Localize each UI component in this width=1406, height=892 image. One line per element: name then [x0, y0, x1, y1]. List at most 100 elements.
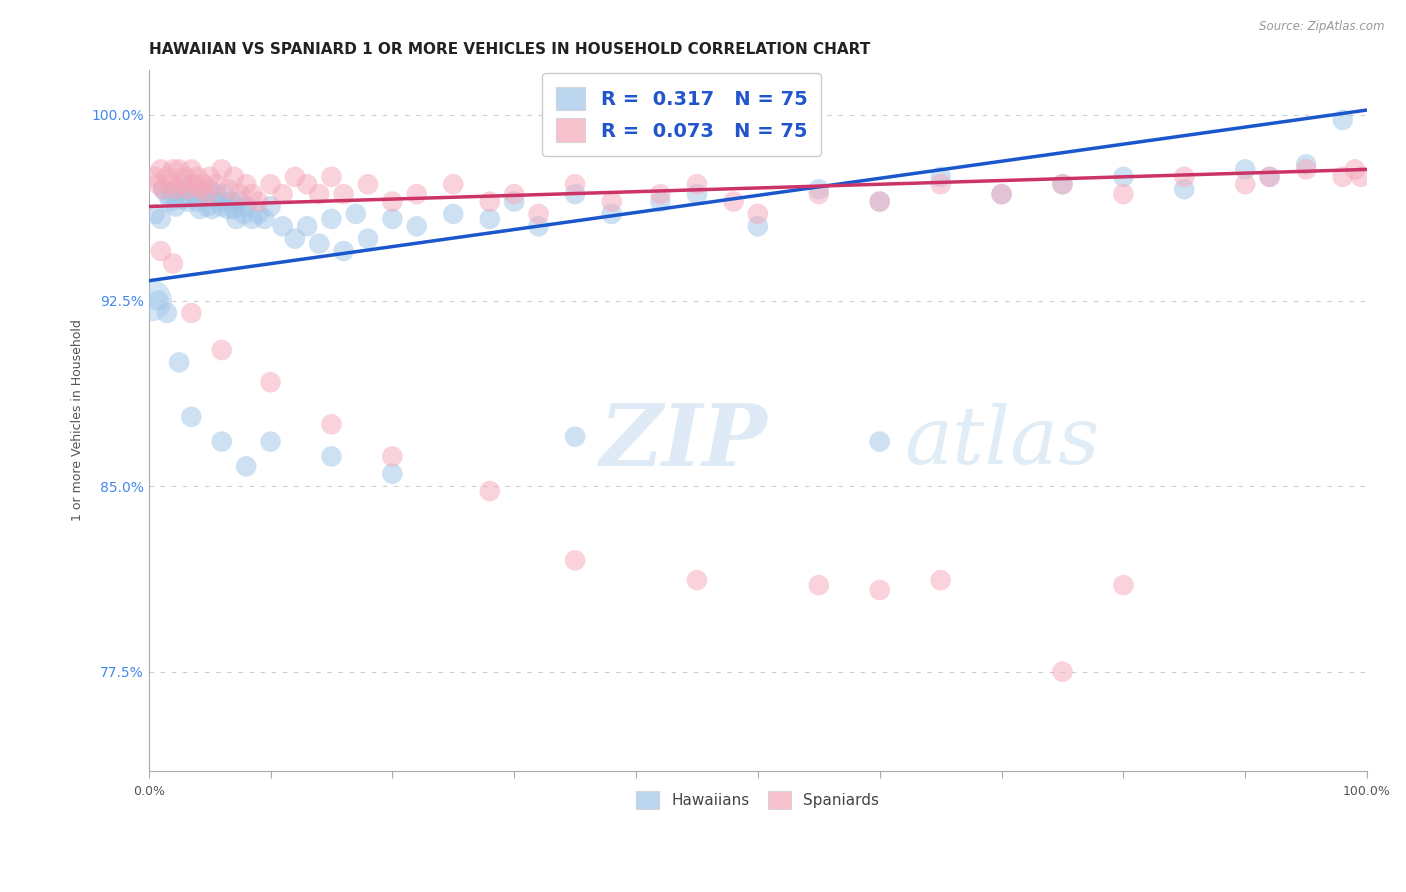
Point [527, 207, 550, 221]
Point [600, 194, 623, 209]
Point [156, 187, 179, 202]
Point [650, 187, 672, 202]
Point [284, 169, 307, 184]
Point [176, 194, 198, 209]
Point [159, 194, 181, 209]
Point [381, 450, 404, 464]
Point [204, 178, 226, 192]
Point [180, 306, 202, 320]
Point [564, 187, 586, 202]
Point [1295, 162, 1317, 177]
Point [211, 200, 233, 214]
Point [295, 178, 318, 192]
Point [686, 187, 709, 202]
Point [564, 430, 586, 444]
Point [478, 194, 501, 209]
Point [441, 178, 464, 192]
Point [405, 219, 427, 234]
Point [188, 202, 211, 216]
Point [159, 178, 181, 192]
Point [188, 182, 211, 196]
Point [478, 484, 501, 499]
Point [929, 573, 952, 587]
Point [527, 219, 550, 234]
Point [235, 459, 257, 474]
Legend: Hawaiians, Spaniards: Hawaiians, Spaniards [630, 785, 886, 815]
Point [162, 256, 184, 270]
Point [284, 232, 307, 246]
Point [139, 293, 162, 308]
Point [807, 187, 830, 202]
Point [723, 194, 745, 209]
Point [193, 187, 215, 202]
Point [869, 434, 891, 449]
Point [176, 182, 198, 196]
Point [1258, 169, 1281, 184]
Point [217, 202, 239, 216]
Point [165, 182, 187, 196]
Point [162, 187, 184, 202]
Point [1295, 157, 1317, 171]
Point [503, 187, 526, 202]
Point [686, 573, 709, 587]
Point [990, 187, 1012, 202]
Point [321, 169, 343, 184]
Point [186, 194, 208, 209]
Point [600, 207, 623, 221]
Point [381, 211, 404, 226]
Point [211, 343, 233, 357]
Point [869, 194, 891, 209]
Point [321, 211, 343, 226]
Point [441, 207, 464, 221]
Point [1173, 169, 1195, 184]
Point [1052, 665, 1074, 679]
Point [225, 211, 247, 226]
Point [186, 169, 208, 184]
Text: Source: ZipAtlas.com: Source: ZipAtlas.com [1260, 20, 1385, 33]
Point [271, 219, 294, 234]
Y-axis label: 1 or more Vehicles in Household: 1 or more Vehicles in Household [72, 319, 84, 522]
Point [143, 169, 166, 184]
Point [172, 178, 194, 192]
Point [235, 178, 257, 192]
Point [229, 187, 252, 202]
Point [271, 187, 294, 202]
Point [332, 187, 354, 202]
Point [869, 194, 891, 209]
Point [247, 207, 270, 221]
Point [747, 207, 769, 221]
Point [405, 187, 427, 202]
Point [165, 200, 187, 214]
Point [149, 162, 172, 177]
Point [180, 162, 202, 177]
Text: HAWAIIAN VS SPANIARD 1 OR MORE VEHICLES IN HOUSEHOLD CORRELATION CHART: HAWAIIAN VS SPANIARD 1 OR MORE VEHICLES … [149, 42, 870, 57]
Point [259, 434, 281, 449]
Point [201, 202, 224, 216]
Point [162, 162, 184, 177]
Point [321, 450, 343, 464]
Point [156, 169, 179, 184]
Point [308, 236, 330, 251]
Point [259, 200, 281, 214]
Point [229, 194, 252, 209]
Point [1112, 187, 1135, 202]
Point [172, 192, 194, 206]
Point [198, 182, 221, 196]
Point [222, 169, 245, 184]
Point [253, 211, 276, 226]
Point [1331, 112, 1354, 127]
Point [478, 211, 501, 226]
Point [308, 187, 330, 202]
Point [344, 207, 367, 221]
Text: ZIP: ZIP [599, 400, 768, 483]
Point [167, 182, 190, 196]
Point [357, 232, 380, 246]
Point [221, 194, 243, 209]
Point [232, 207, 254, 221]
Point [212, 187, 235, 202]
Point [357, 178, 380, 192]
Point [929, 169, 952, 184]
Point [184, 187, 207, 202]
Point [1331, 169, 1354, 184]
Point [650, 194, 672, 209]
